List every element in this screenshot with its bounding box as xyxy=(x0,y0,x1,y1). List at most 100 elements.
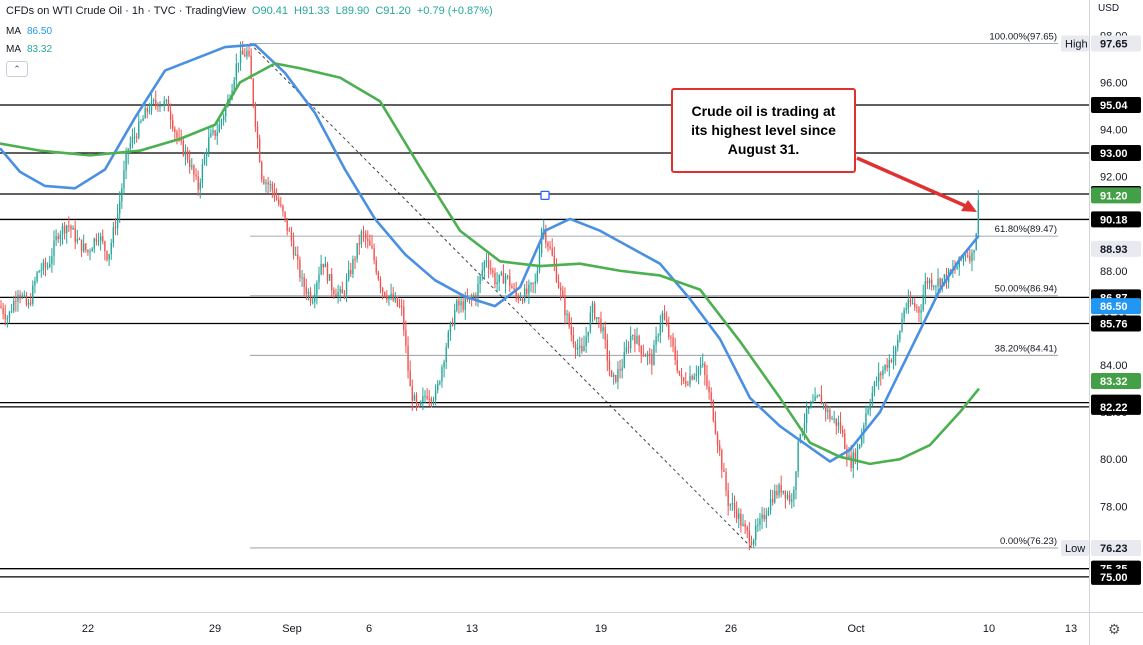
candle-body xyxy=(42,262,45,271)
candle-body xyxy=(695,374,698,377)
candle-body xyxy=(233,80,235,91)
chevron-up-icon[interactable]: ⌃ xyxy=(6,61,28,77)
candle-body xyxy=(810,402,812,408)
candle-body xyxy=(0,306,2,308)
candle-body xyxy=(568,313,570,327)
candle-body xyxy=(314,294,316,302)
candle-body xyxy=(708,386,710,393)
candle-body xyxy=(464,298,466,310)
candle-body xyxy=(657,335,659,337)
candle-body xyxy=(17,294,19,302)
candle-body xyxy=(208,137,210,153)
candle-body xyxy=(261,162,263,180)
candle-body xyxy=(526,288,528,294)
candle-body xyxy=(725,471,727,491)
candle-body xyxy=(604,327,606,341)
candle-body xyxy=(818,394,821,397)
candle-body xyxy=(685,381,687,385)
candle-body xyxy=(288,230,291,232)
candle-body xyxy=(977,200,980,234)
candle-body xyxy=(943,274,946,279)
candle-body xyxy=(116,213,119,229)
candle-body xyxy=(59,234,62,240)
candle-body xyxy=(72,228,74,230)
candle-body xyxy=(451,322,454,326)
candle-body xyxy=(506,275,509,277)
candle-body xyxy=(485,260,488,262)
candle-body xyxy=(928,279,931,284)
x-tick-label: 13 xyxy=(466,623,478,635)
candle-body xyxy=(182,140,185,156)
candle-body xyxy=(704,363,706,376)
candle-body xyxy=(104,241,106,252)
candle-body xyxy=(292,240,295,256)
candle-body xyxy=(969,255,971,262)
candle-body xyxy=(339,289,341,293)
gear-icon[interactable]: ⚙ xyxy=(1108,621,1121,637)
candle-body xyxy=(174,128,176,133)
ma-legend-fast[interactable]: MA 86.50 xyxy=(6,26,52,37)
change-value: +0.79 (+0.87%) xyxy=(416,5,493,17)
candle-body xyxy=(555,264,558,282)
candle-body xyxy=(689,375,691,385)
candle-body xyxy=(403,306,405,331)
candle-body xyxy=(600,318,602,332)
candle-body xyxy=(241,50,244,55)
candle-body xyxy=(926,281,929,284)
candle-body xyxy=(453,310,456,326)
price-label-value: 90.18 xyxy=(1100,214,1128,226)
candle-body xyxy=(638,336,640,346)
candle-body xyxy=(34,281,36,286)
candle-body xyxy=(642,354,645,356)
candle-body xyxy=(299,259,301,278)
price-label-bg xyxy=(1091,298,1141,315)
candle-body xyxy=(621,367,623,371)
currency-label[interactable]: USD xyxy=(1098,3,1120,14)
candle-body xyxy=(307,291,310,294)
annotation-box: Crude oil is trading at its highest leve… xyxy=(671,88,856,173)
symbol-title[interactable]: CFDs on WTI Crude Oil · 1h · TVC · Tradi… xyxy=(6,5,246,17)
x-tick-label: 13 xyxy=(1065,623,1077,635)
candle-body xyxy=(19,294,21,298)
ma-legend-slow[interactable]: MA 83.32 xyxy=(6,44,52,55)
price-label-bg xyxy=(1091,187,1141,204)
candle-body xyxy=(871,392,874,405)
candle-body xyxy=(375,260,377,273)
candle-body xyxy=(718,445,721,451)
candle-body xyxy=(733,503,736,510)
candle-body xyxy=(672,337,674,347)
candle-body xyxy=(905,308,907,310)
candle-body xyxy=(829,409,831,420)
candle-body xyxy=(155,100,157,104)
price-label-value: 88.93 xyxy=(1100,244,1128,256)
candle-body xyxy=(445,347,447,363)
candle-body xyxy=(492,270,494,273)
candle-body xyxy=(475,295,477,300)
candle-body xyxy=(831,418,833,420)
candle-body xyxy=(738,513,740,519)
candle-body xyxy=(146,108,148,112)
candle-body xyxy=(903,309,905,319)
candle-body xyxy=(619,369,621,371)
candle-body xyxy=(345,279,348,294)
candle-body xyxy=(490,268,492,271)
candle-body xyxy=(237,62,240,64)
candle-body xyxy=(193,165,195,175)
candle-body xyxy=(625,347,628,353)
annotation-text: Crude oil is trading at its highest leve… xyxy=(691,103,836,157)
candle-body xyxy=(439,381,441,384)
price-label-value: 82.22 xyxy=(1100,402,1128,414)
candle-body xyxy=(420,401,422,406)
candle-body xyxy=(216,132,218,137)
candle-body xyxy=(311,301,314,303)
candle-body xyxy=(759,518,761,526)
candle-body xyxy=(286,217,288,231)
candle-body xyxy=(553,255,556,265)
candle-body xyxy=(865,413,867,426)
candle-body xyxy=(933,286,935,288)
candle-body xyxy=(774,490,776,503)
candle-body xyxy=(161,105,163,107)
candle-body xyxy=(822,403,825,405)
candle-body xyxy=(897,339,899,348)
